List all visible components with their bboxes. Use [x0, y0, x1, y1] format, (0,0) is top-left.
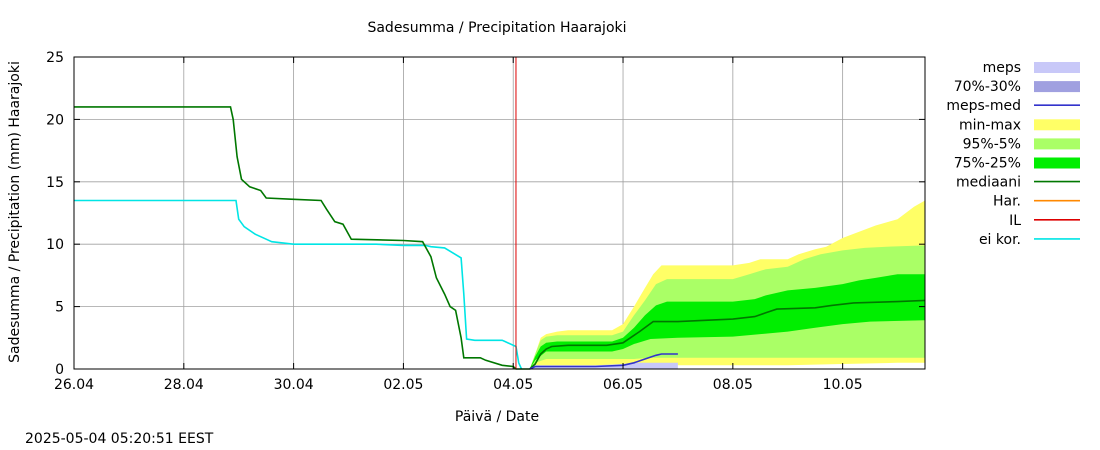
y-tick-label: 5	[55, 300, 64, 316]
band-p75-25	[529, 274, 925, 369]
legend-label: 70%-30%	[954, 79, 1021, 95]
y-tick-label: 15	[46, 175, 64, 191]
series-mediaani	[74, 106, 926, 370]
legend-label: 95%-5%	[963, 136, 1021, 152]
legend-label: min-max	[959, 117, 1021, 133]
y-tick-label: 0	[55, 362, 64, 378]
x-tick-label: 06.05	[603, 377, 643, 393]
y-axis-label: Sadesumma / Precipitation (mm) Haarajoki	[7, 61, 23, 363]
timestamp: 2025-05-04 05:20:51 EEST	[25, 431, 214, 447]
legend-label: Har.	[993, 194, 1021, 210]
series-ei-kor	[74, 199, 523, 370]
y-tick-label: 20	[46, 112, 64, 128]
plot-frame	[73, 56, 926, 370]
legend-label: 75%-25%	[954, 156, 1021, 172]
x-tick-label: 04.05	[493, 377, 533, 393]
legend-label: mediaani	[956, 175, 1021, 191]
x-tick-label: 02.05	[383, 377, 423, 393]
x-tick-label: 10.05	[823, 377, 863, 393]
band-layer	[529, 200, 925, 369]
chart-title: Sadesumma / Precipitation Haarajoki	[367, 20, 626, 36]
series-meps-med	[529, 353, 678, 370]
legend-swatch-p75-25	[1034, 157, 1080, 169]
legend-swatch-meps	[1034, 62, 1080, 73]
legend-label: meps	[983, 60, 1021, 76]
legend-label: ei kor.	[979, 232, 1021, 248]
y-tick-label: 10	[46, 237, 64, 253]
legend-swatch-min-max	[1034, 119, 1080, 131]
legend-swatch-meps-70-30	[1034, 81, 1080, 93]
legend-label: meps-med	[946, 98, 1021, 114]
x-tick-label: 08.05	[713, 377, 753, 393]
legend-label: IL	[1009, 213, 1021, 229]
line-layer	[74, 106, 926, 370]
legend: meps 70%-30% meps-med min-max 95%-5% 75%-25% m…	[946, 60, 1080, 248]
x-tick-label: 28.04	[164, 377, 204, 393]
x-axis-label: Päivä / Date	[455, 409, 539, 425]
y-tick-label: 25	[46, 50, 64, 66]
legend-swatch-p95-5	[1034, 138, 1080, 150]
x-tick-label: 30.04	[274, 377, 314, 393]
axes: 0 5 10 15 20 25 26.04 28.04 30.04 02.05 04.05 06.05…	[46, 50, 925, 393]
x-tick-label: 26.04	[54, 377, 94, 393]
